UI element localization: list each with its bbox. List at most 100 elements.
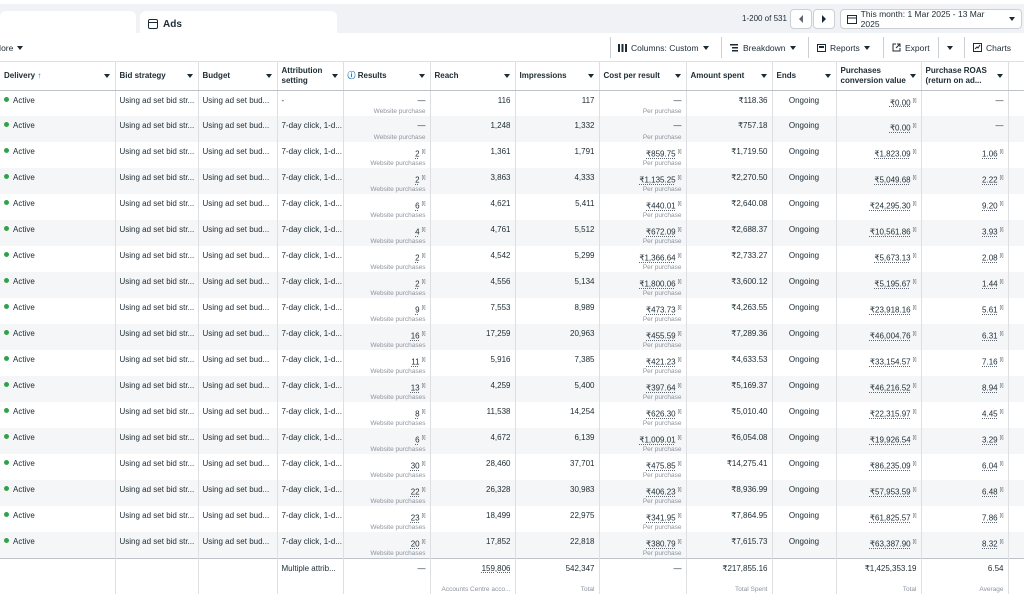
- table-row[interactable]: ActiveUsing ad set bid str...Using ad se…: [0, 116, 1024, 142]
- settings-column[interactable]: [1008, 62, 1024, 90]
- total-attribution-text: Multiple attrib...: [282, 564, 336, 573]
- conversion-value: ₹24,295.30[i]: [836, 194, 921, 220]
- columns-button[interactable]: Columns: Custom: [618, 38, 709, 57]
- table-row[interactable]: ActiveUsing ad set bid str...Using ad se…: [0, 350, 1024, 376]
- delivery-text: Active: [13, 173, 35, 182]
- results-subtext: Website purchases: [370, 524, 425, 531]
- conversion-value: ₹46,216.52[i]: [836, 376, 921, 402]
- table-row[interactable]: ActiveUsing ad set bid str...Using ad se…: [0, 142, 1024, 168]
- total-impressions-text: 542,347: [566, 564, 595, 573]
- attribution-value: 7-day click, 1-d...: [282, 355, 339, 365]
- header-label: Impressions: [520, 71, 567, 81]
- delivery: Active: [0, 428, 115, 454]
- column-header[interactable]: Attribution setting: [277, 62, 343, 90]
- table-row[interactable]: ActiveUsing ad set bid str...Using ad se…: [0, 272, 1024, 298]
- results-subtext: Website purchase: [374, 108, 426, 115]
- column-header[interactable]: Purchases conversion value: [836, 62, 921, 90]
- info-icon: [i]: [1000, 383, 1004, 389]
- total-spent-text: ₹217,855.16: [722, 564, 767, 573]
- budget-text: Using ad set bud...: [203, 121, 270, 130]
- breakdown-button[interactable]: Breakdown: [730, 38, 796, 57]
- prev-page[interactable]: [790, 9, 812, 29]
- reach: 17,852: [430, 532, 515, 558]
- amount-spent-text: ₹118.36: [739, 96, 768, 105]
- column-header[interactable]: Ends: [772, 62, 836, 90]
- column-header[interactable]: Reach: [430, 62, 515, 90]
- reports-button[interactable]: Reports: [817, 38, 870, 57]
- impressions: 5,134: [515, 272, 599, 298]
- bid-strategy-text: Using ad set bid str...: [120, 277, 195, 286]
- amount-spent: ₹14,275.41: [686, 454, 772, 480]
- budget-text: Using ad set bud...: [203, 147, 270, 156]
- ends: Ongoing: [772, 220, 836, 246]
- table-row[interactable]: ActiveUsing ad set bid str...Using ad se…: [0, 246, 1024, 272]
- scroll-gutter: [1008, 272, 1024, 298]
- reach: 26,328: [430, 480, 515, 506]
- bid-strategy-value: Using ad set bid str...: [120, 511, 194, 521]
- column-header[interactable]: Cost per result: [599, 62, 686, 90]
- amount-spent-text: ₹5,169.37: [731, 381, 767, 390]
- bid-strategy-text: Using ad set bid str...: [120, 355, 195, 364]
- column-header[interactable]: ⓘ Results: [343, 62, 430, 90]
- export-menu[interactable]: [947, 38, 953, 57]
- cost-per-result-text: ₹1,800.06: [639, 280, 675, 289]
- bid-strategy: Using ad set bid str...: [115, 194, 198, 220]
- table-row[interactable]: ActiveUsing ad set bid str...Using ad se…: [0, 428, 1024, 454]
- reach-value: 4,542: [435, 251, 511, 261]
- reach: 4,259: [430, 376, 515, 402]
- amount-spent: ₹4,263.55: [686, 298, 772, 324]
- results: 2[i]Website purchases: [343, 168, 430, 194]
- amount-spent: ₹3,600.12: [686, 272, 772, 298]
- budget: Using ad set bud...: [198, 428, 277, 454]
- charts-button[interactable]: Charts: [973, 38, 1011, 57]
- info-icon: [i]: [1000, 539, 1004, 545]
- impressions: 22,818: [515, 532, 599, 558]
- table-row[interactable]: ActiveUsing ad set bid str...Using ad se…: [0, 194, 1024, 220]
- cost-per-result: ₹455.59[i]Per purchase: [599, 324, 686, 350]
- column-header[interactable]: Purchase ROAS (return on ad...: [921, 62, 1008, 90]
- info-icon: [i]: [1000, 331, 1004, 337]
- amount-spent-text: ₹14,275.41: [727, 459, 768, 468]
- attribution: 7-day click, 1-d...: [277, 376, 343, 402]
- cost-per-result-value: ₹1,135.25[i]: [604, 173, 682, 186]
- info-icon: [i]: [422, 513, 426, 519]
- reach: 116: [430, 90, 515, 116]
- table-row[interactable]: ActiveUsing ad set bid str...Using ad se…: [0, 220, 1024, 246]
- ends-value: Ongoing: [777, 485, 832, 495]
- results-text: —: [418, 121, 426, 130]
- more-button[interactable]: More: [0, 38, 23, 57]
- table-row[interactable]: ActiveUsing ad set bid str...Using ad se…: [0, 402, 1024, 428]
- column-header[interactable]: Amount spent: [686, 62, 772, 90]
- delivery: Active: [0, 454, 115, 480]
- cost-per-result-subtext: Per purchase: [643, 498, 682, 505]
- budget-text: Using ad set bud...: [203, 537, 270, 546]
- amount-spent-value: ₹3,600.12: [691, 277, 768, 287]
- results-text: 13: [411, 384, 420, 393]
- info-icon: [i]: [422, 305, 426, 311]
- delivery-text: Active: [13, 225, 35, 234]
- cost-per-result-subtext: Per purchase: [643, 290, 682, 297]
- column-header[interactable]: Budget: [198, 62, 277, 90]
- roas: 6.31[i]: [921, 324, 1008, 350]
- table-row[interactable]: ActiveUsing ad set bid str...Using ad se…: [0, 506, 1024, 532]
- next-page[interactable]: [813, 9, 835, 29]
- table-row[interactable]: ActiveUsing ad set bid str...Using ad se…: [0, 90, 1024, 116]
- column-header[interactable]: Impressions: [515, 62, 599, 90]
- table-row[interactable]: ActiveUsing ad set bid str...Using ad se…: [0, 480, 1024, 506]
- ends-value: Ongoing: [777, 355, 832, 365]
- results: —Website purchase: [343, 90, 430, 116]
- table-row[interactable]: ActiveUsing ad set bid str...Using ad se…: [0, 298, 1024, 324]
- total-reach-value: 159,806: [435, 564, 511, 574]
- bid-strategy-text: Using ad set bid str...: [120, 225, 195, 234]
- export-button[interactable]: Export: [892, 38, 930, 57]
- table-row[interactable]: ActiveUsing ad set bid str...Using ad se…: [0, 168, 1024, 194]
- column-header[interactable]: Delivery ↑: [0, 62, 115, 90]
- table-row[interactable]: ActiveUsing ad set bid str...Using ad se…: [0, 324, 1024, 350]
- impressions: 7,385: [515, 350, 599, 376]
- table-row[interactable]: ActiveUsing ad set bid str...Using ad se…: [0, 454, 1024, 480]
- column-header[interactable]: Bid strategy: [115, 62, 198, 90]
- date-picker[interactable]: This month: 1 Mar 2025 - 13 Mar 2025: [840, 9, 1022, 29]
- table-row[interactable]: ActiveUsing ad set bid str...Using ad se…: [0, 376, 1024, 402]
- table-row[interactable]: ActiveUsing ad set bid str...Using ad se…: [0, 532, 1024, 558]
